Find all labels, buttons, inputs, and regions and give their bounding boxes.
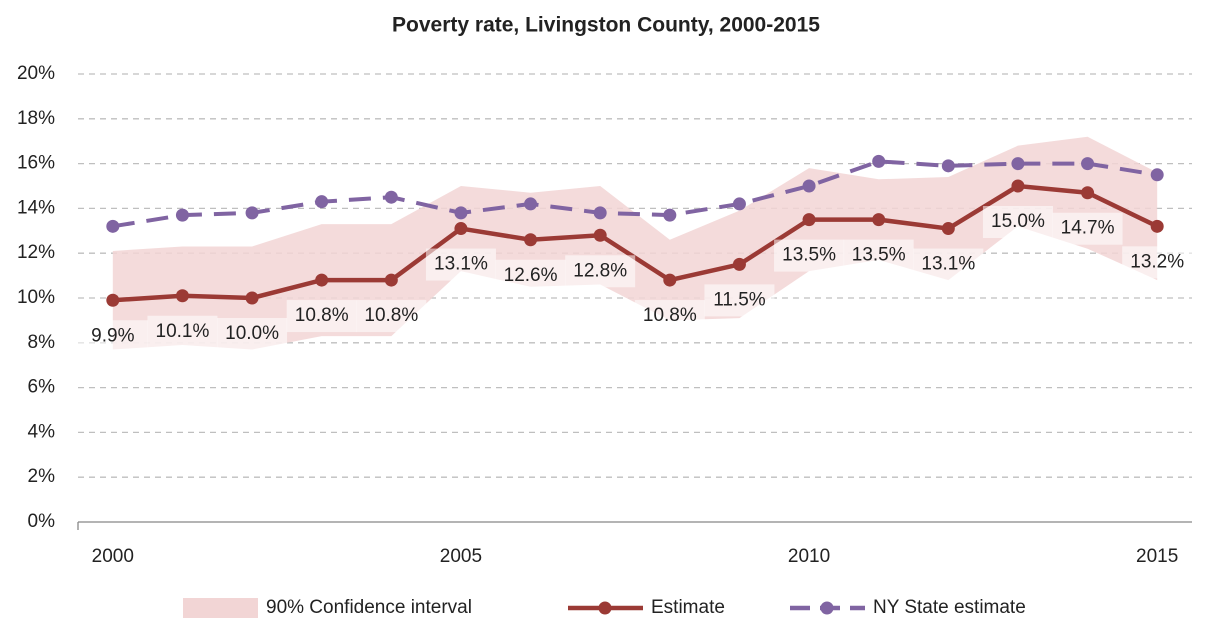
data-point bbox=[663, 273, 677, 287]
label-background bbox=[704, 284, 775, 317]
label-background bbox=[843, 239, 914, 272]
data-label: 14.7% bbox=[1061, 218, 1115, 239]
data-point bbox=[315, 273, 329, 287]
legend-label: 90% Confidence interval bbox=[266, 597, 472, 618]
label-background bbox=[147, 315, 218, 348]
label-background bbox=[286, 300, 357, 333]
data-point bbox=[175, 289, 189, 303]
data-point bbox=[384, 190, 398, 204]
data-point bbox=[802, 213, 816, 227]
label-background bbox=[425, 248, 496, 281]
data-label: 13.1% bbox=[921, 254, 975, 275]
data-point bbox=[732, 257, 746, 271]
data-label: 13.2% bbox=[1130, 251, 1184, 272]
legend-label: NY State estimate bbox=[873, 597, 1026, 618]
data-label: 15.0% bbox=[991, 211, 1045, 232]
data-point bbox=[524, 233, 538, 247]
data-point bbox=[941, 222, 955, 236]
data-point bbox=[732, 197, 746, 211]
confidence-band bbox=[112, 136, 1158, 350]
chart-title: Poverty rate, Livingston County, 2000-20… bbox=[392, 14, 820, 37]
data-point bbox=[454, 206, 468, 220]
y-tick-label: 10% bbox=[17, 287, 55, 308]
data-label: 10.8% bbox=[364, 305, 418, 326]
label-background bbox=[565, 255, 636, 288]
data-point bbox=[1150, 219, 1164, 233]
data-point bbox=[106, 219, 120, 233]
data-point bbox=[663, 208, 677, 222]
data-point bbox=[245, 291, 259, 305]
data-point bbox=[593, 228, 607, 242]
data-point bbox=[1150, 168, 1164, 182]
label-background bbox=[77, 320, 148, 353]
data-point bbox=[1011, 157, 1025, 171]
legend-swatch bbox=[183, 598, 258, 618]
data-point bbox=[593, 206, 607, 220]
legend-marker bbox=[598, 601, 612, 615]
data-point bbox=[802, 179, 816, 193]
data-label: 11.5% bbox=[713, 289, 766, 310]
data-label: 13.1% bbox=[434, 254, 488, 275]
y-tick-label: 12% bbox=[17, 242, 55, 263]
x-tick-label: 2000 bbox=[92, 546, 134, 567]
data-point bbox=[524, 197, 538, 211]
data-label: 10.1% bbox=[156, 321, 210, 342]
data-point bbox=[1081, 157, 1095, 171]
y-tick-label: 0% bbox=[28, 511, 56, 532]
label-background bbox=[1052, 212, 1123, 245]
label-background bbox=[774, 239, 845, 272]
data-label: 10.8% bbox=[295, 305, 349, 326]
data-label: 13.5% bbox=[852, 245, 906, 266]
data-point bbox=[1081, 186, 1095, 200]
data-point bbox=[454, 222, 468, 236]
data-label: 10.8% bbox=[643, 305, 697, 326]
y-tick-label: 2% bbox=[28, 466, 56, 487]
data-label: 13.5% bbox=[782, 245, 836, 266]
y-tick-label: 20% bbox=[17, 63, 55, 84]
data-label: 12.8% bbox=[573, 260, 627, 281]
data-point bbox=[175, 208, 189, 222]
data-point bbox=[106, 293, 120, 307]
x-tick-label: 2010 bbox=[788, 546, 830, 567]
y-tick-label: 6% bbox=[28, 377, 56, 398]
legend-marker bbox=[820, 601, 834, 615]
data-label: 12.6% bbox=[504, 265, 558, 286]
data-point bbox=[1011, 179, 1025, 193]
data-point bbox=[315, 195, 329, 209]
y-tick-label: 16% bbox=[17, 153, 55, 174]
label-background bbox=[913, 248, 984, 281]
x-tick-label: 2005 bbox=[440, 546, 482, 567]
label-background bbox=[495, 259, 566, 292]
data-point bbox=[872, 154, 886, 168]
data-point bbox=[941, 159, 955, 173]
label-background bbox=[1122, 246, 1193, 279]
legend-label: Estimate bbox=[651, 597, 725, 618]
data-point bbox=[384, 273, 398, 287]
x-tick-label: 2015 bbox=[1136, 546, 1178, 567]
label-background bbox=[982, 206, 1053, 238]
y-tick-label: 14% bbox=[17, 197, 55, 218]
data-label: 10.0% bbox=[225, 323, 279, 344]
data-point bbox=[245, 206, 259, 220]
y-tick-label: 18% bbox=[17, 108, 55, 129]
label-background bbox=[356, 300, 427, 333]
label-background bbox=[634, 300, 705, 333]
data-label: 9.9% bbox=[91, 325, 134, 346]
series-line bbox=[112, 159, 1158, 229]
y-tick-label: 4% bbox=[28, 421, 56, 442]
label-background bbox=[217, 318, 288, 350]
y-tick-label: 8% bbox=[28, 332, 56, 353]
data-point bbox=[872, 213, 886, 227]
